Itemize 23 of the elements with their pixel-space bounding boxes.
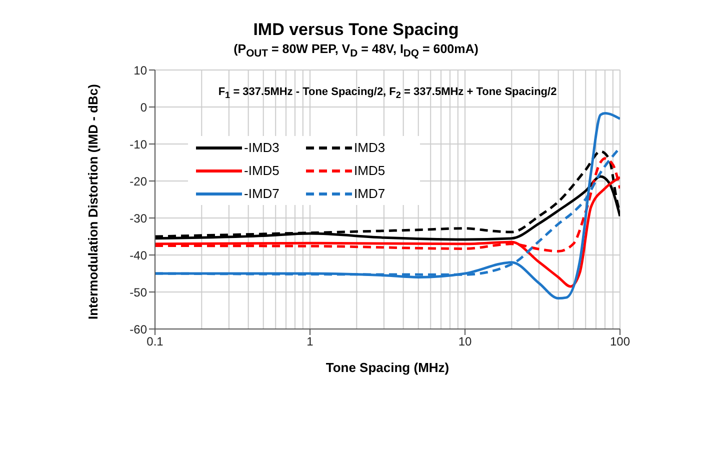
legend-label: IMD7: [354, 186, 386, 201]
legend-label: -IMD7: [244, 186, 280, 201]
x-tick-label: 1: [306, 334, 314, 349]
y-tick-label: 0: [140, 100, 148, 114]
y-tick-label: -60: [130, 322, 148, 336]
x-axis-title: Tone Spacing (MHz): [326, 360, 450, 375]
legend-label: -IMD3: [244, 140, 280, 155]
y-tick-label: -20: [130, 174, 148, 188]
annotation: F$_{1}$ = 337.5MHz - Tone Spacing/2, F$_{2}$ = 337.5MHz + Tone Spacing/2: [217, 86, 558, 100]
legend-label: IMD3: [354, 140, 386, 155]
x-tick-label: 100: [610, 334, 630, 349]
y-tick-label: -40: [130, 248, 148, 262]
legend-label: IMD5: [354, 163, 386, 178]
x-tick-label: 0.1: [146, 334, 164, 349]
y-tick-label: -50: [130, 285, 148, 300]
y-tick-label: -30: [130, 211, 148, 226]
y-tick-label: 10: [134, 63, 148, 78]
chart-subtitle: (P$_{OUT}$ = 80W PEP, V$_{D}$ = 48V, I$_{DQ}$ = 600mA): [232, 42, 480, 60]
legend-label: -IMD5: [244, 163, 280, 178]
y-tick-label: -10: [130, 137, 148, 152]
chart-title: IMD versus Tone Spacing: [252, 19, 460, 40]
x-tick-label: 10: [458, 334, 472, 349]
y-axis-title: Intermodulation Distortion (IMD - dBc): [86, 84, 101, 320]
